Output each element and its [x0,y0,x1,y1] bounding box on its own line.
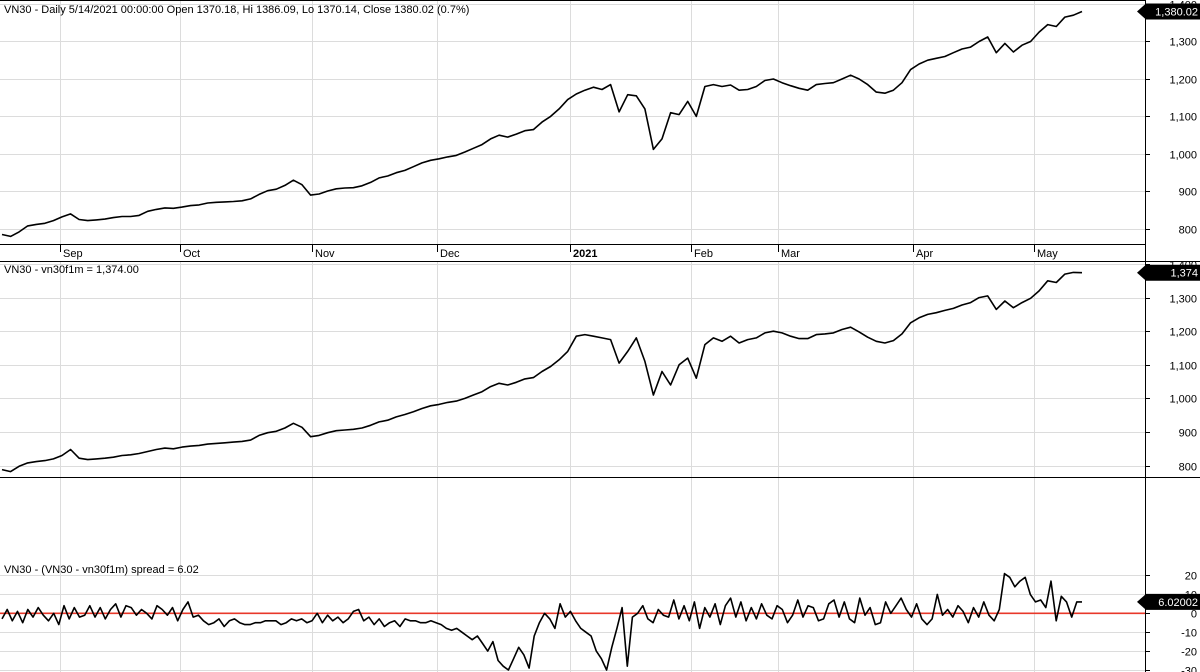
y-tick-label: 20 [1185,571,1197,583]
y-tick-label: -20 [1181,647,1197,659]
x-tick-label: May [1037,248,1058,260]
y-tick-label: 1,000 [1169,394,1197,406]
y-tick-label: 1,300 [1169,37,1197,49]
last-value-label: 6.02002 [1158,597,1198,609]
series-line [1,271,1083,473]
x-tick-label: Sep [63,248,83,260]
y-tick-label: 0 [1191,609,1197,621]
last-value-label: 1,380.02 [1155,6,1198,18]
last-value-badge [1137,3,1200,20]
x-tick-label: Dec [440,248,460,260]
panel-2-title: VN30 - vn30f1m = 1,374.00 [4,264,139,276]
panel-1-title: VN30 - Daily 5/14/2021 00:00:00 Open 137… [4,4,469,16]
series-line [1,572,1082,671]
y-tick-label: 1,200 [1169,327,1197,339]
y-tick-label: 800 [1179,225,1197,237]
x-tick-label: Apr [916,248,933,260]
y-tick-label: 900 [1179,428,1197,440]
panel-3-title: VN30 - (VN30 - vn30f1m) spread = 6.02 [4,564,199,576]
x-tick-label: Feb [694,248,713,260]
y-tick-label: 1,300 [1169,294,1197,306]
x-tick-label: 2021 [573,248,597,260]
y-tick-label: 1,200 [1169,75,1197,87]
y-tick-label: -30 [1181,666,1197,672]
y-tick-label: 1,100 [1169,112,1197,124]
y-tick-label: 1,100 [1169,361,1197,373]
y-tick-label: 900 [1179,187,1197,199]
last-value-badge [1137,264,1200,281]
series-line [1,10,1083,238]
y-tick-label: -10 [1181,628,1197,640]
x-tick-label: Mar [781,248,800,260]
y-tick-label: 800 [1179,462,1197,474]
y-tick-label: 1,000 [1169,150,1197,162]
last-value-badge [1137,593,1200,610]
x-tick-label: Oct [183,248,200,260]
last-value-label: 1,374 [1170,268,1198,280]
x-tick-label: Nov [315,248,335,260]
